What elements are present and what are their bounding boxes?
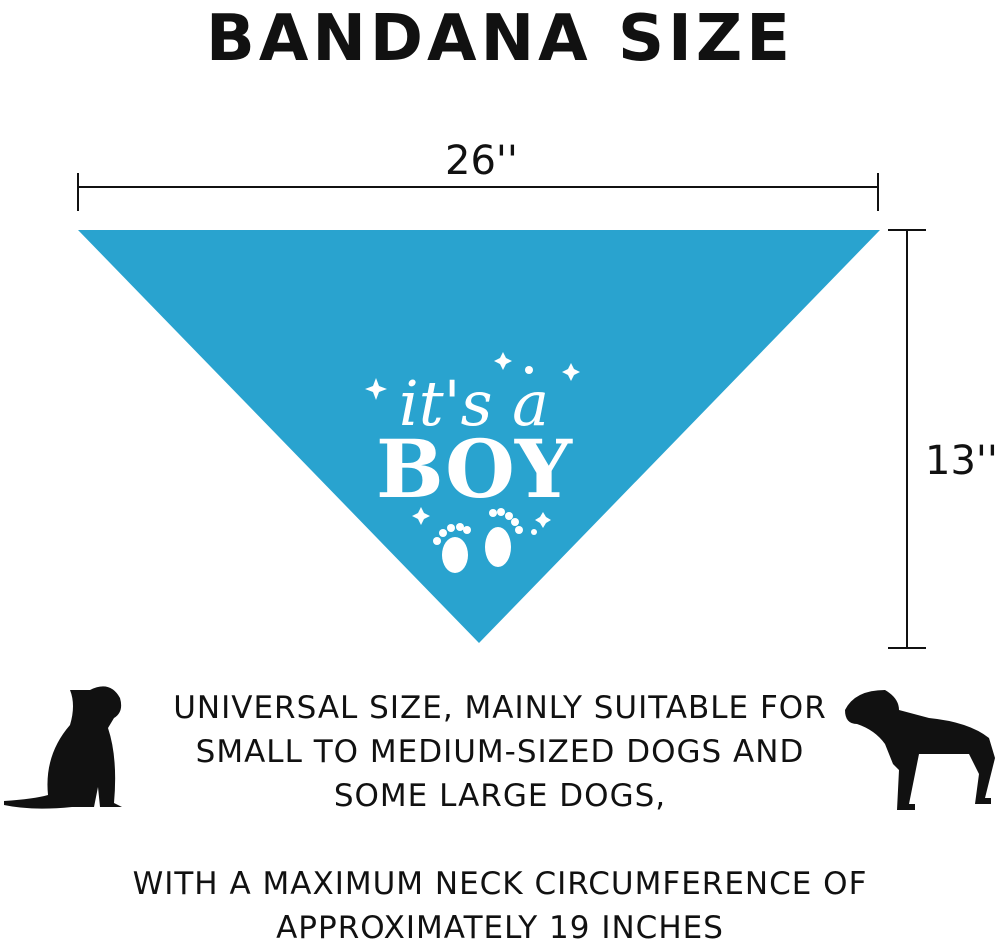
- width-label: 26'': [445, 138, 518, 184]
- caption-line: SOME LARGE DOGS,: [333, 778, 667, 814]
- baby-feet-icon: [433, 508, 523, 573]
- caption-line: APPROXIMATELY 19 INCHES: [276, 910, 724, 943]
- bandana-triangle: [78, 230, 880, 643]
- height-dimension-line: [888, 229, 926, 649]
- caption-line: WITH A MAXIMUM NECK CIRCUMFERENCE OF: [132, 866, 868, 902]
- standing-dog-icon: [845, 690, 995, 810]
- height-label: 13'': [925, 438, 998, 484]
- width-dimension-line: [77, 173, 879, 211]
- sitting-dog-icon: [4, 686, 122, 809]
- caption-line: SMALL TO MEDIUM-SIZED DOGS AND: [195, 734, 805, 770]
- design-line2: BOY: [376, 422, 573, 516]
- stars-icon: [365, 352, 580, 535]
- title: BANDANA SIZE: [206, 2, 794, 76]
- caption-line: UNIVERSAL SIZE, MAINLY SUITABLE FOR: [173, 690, 827, 726]
- caption-suitability: UNIVERSAL SIZE, MAINLY SUITABLE FOR SMAL…: [100, 686, 900, 818]
- caption-neck: WITH A MAXIMUM NECK CIRCUMFERENCE OF APP…: [100, 862, 900, 943]
- design-line1: it's a: [399, 367, 549, 440]
